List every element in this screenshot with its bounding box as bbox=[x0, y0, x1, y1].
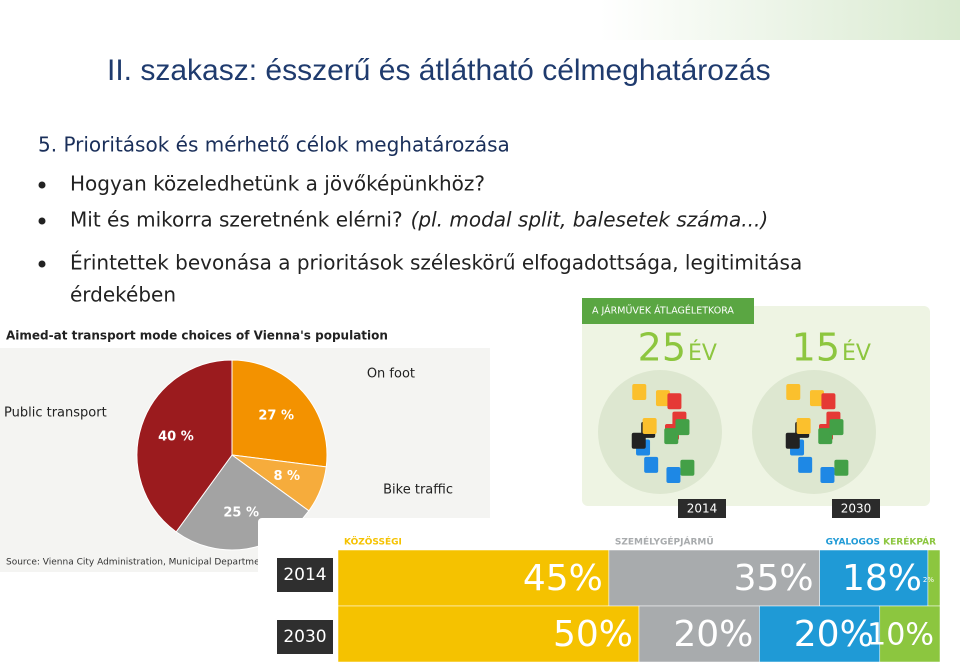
bar-segment bbox=[759, 605, 881, 663]
vehicle-icon bbox=[666, 466, 681, 483]
year-box bbox=[678, 499, 726, 519]
vehicle-icon bbox=[796, 417, 811, 434]
stat-year: 2030 bbox=[841, 502, 872, 516]
vehicle-circle bbox=[598, 370, 722, 494]
bullet-dot bbox=[38, 260, 46, 268]
vehicle-icon bbox=[664, 428, 679, 445]
bullet-text: érdekében bbox=[70, 283, 176, 307]
vehicle-icon bbox=[809, 390, 824, 407]
segment-label: 45% bbox=[523, 558, 603, 599]
heading: 5. Prioritások és mérhető célok meghatár… bbox=[38, 133, 510, 157]
vehicle-icon bbox=[785, 432, 800, 449]
year-label: 2014 bbox=[283, 565, 326, 585]
vehicle-icon bbox=[834, 459, 849, 476]
year-box bbox=[277, 558, 333, 592]
accent bbox=[600, 0, 960, 40]
bullet-text: Hogyan közeledhetünk a jövőképünkhöz? bbox=[70, 172, 485, 196]
bar-segment bbox=[638, 605, 760, 663]
series-name: GYALOGOS bbox=[826, 538, 880, 548]
vehicle-icon bbox=[632, 384, 647, 401]
slice-name: On foot bbox=[367, 367, 415, 382]
pie-slice bbox=[231, 359, 328, 468]
series-name: SZEMÉLYGÉPJÁRMŰ bbox=[615, 536, 714, 548]
stat-unit: ÉV bbox=[842, 340, 871, 366]
vehicle-icon bbox=[631, 432, 646, 449]
pie-slice bbox=[136, 359, 233, 533]
segment-label: 50% bbox=[553, 614, 633, 655]
segment-label: 20% bbox=[794, 614, 874, 655]
vehicle-icon bbox=[798, 456, 813, 473]
bullet-text: Érintettek bevonása a prioritások széles… bbox=[70, 251, 802, 275]
pie-header bbox=[0, 322, 490, 348]
bullet-dot bbox=[38, 181, 46, 189]
slice-label: 27 % bbox=[258, 409, 294, 424]
stat-value: 25 bbox=[638, 326, 686, 370]
segment-label: 20% bbox=[673, 614, 753, 655]
vehicle-circle bbox=[752, 370, 876, 494]
slide-title: II. szakasz: ésszerű és átlátható célmeg… bbox=[107, 54, 771, 87]
year-label: 2030 bbox=[283, 627, 326, 647]
year-box bbox=[832, 499, 880, 519]
vehicle-icon bbox=[786, 384, 801, 401]
segment-label: 2% bbox=[923, 576, 934, 584]
stat-unit: ÉV bbox=[688, 340, 717, 366]
vehicle-icon bbox=[680, 459, 695, 476]
vehicle-icon bbox=[667, 393, 682, 410]
segment-label: 18% bbox=[842, 558, 922, 599]
stat-title: A JÁRMŰVEK ÁTLAGÉLETKORA bbox=[592, 305, 734, 317]
vehicle-icon bbox=[818, 428, 833, 445]
bar-segment bbox=[608, 549, 820, 607]
vehicle-icon bbox=[820, 466, 835, 483]
series-name: KERÉKPÁR bbox=[883, 536, 936, 548]
slice-label: 25 % bbox=[223, 506, 259, 521]
slice-label: 40 % bbox=[158, 429, 194, 444]
bar-segment bbox=[819, 549, 929, 607]
vehicle-icon bbox=[829, 419, 844, 436]
bullet-dot bbox=[38, 217, 46, 225]
bar-segment bbox=[337, 605, 640, 663]
pie-title: Aimed-at transport mode choices of Vienn… bbox=[6, 329, 388, 343]
stat-value: 15 bbox=[792, 326, 840, 370]
age-tag bbox=[582, 298, 754, 324]
vehicle-icon bbox=[655, 390, 670, 407]
bullet-text: Mit és mikorra szeretnénk elérni? bbox=[70, 208, 403, 232]
segment-label: 35% bbox=[734, 558, 814, 599]
series-name: KÖZÖSSÉGI bbox=[344, 536, 402, 548]
pie-source: Source: Vienna City Administration, Muni… bbox=[6, 558, 283, 568]
bar-segment bbox=[879, 605, 941, 663]
vehicle-icon bbox=[644, 456, 659, 473]
stat-year: 2014 bbox=[687, 502, 718, 516]
vehicle-icon bbox=[821, 393, 836, 410]
segment-label: 10% bbox=[867, 618, 934, 653]
year-box bbox=[277, 620, 333, 654]
slice-label: 8 % bbox=[273, 469, 300, 484]
vehicle-icon bbox=[675, 419, 690, 436]
slice-name: Public transport bbox=[4, 406, 107, 421]
bullet-italic: (pl. modal split, balesetek száma...) bbox=[411, 208, 769, 232]
vehicle-icon bbox=[642, 417, 657, 434]
bar-segment bbox=[337, 549, 610, 607]
slice-name: Bike traffic bbox=[383, 483, 453, 498]
